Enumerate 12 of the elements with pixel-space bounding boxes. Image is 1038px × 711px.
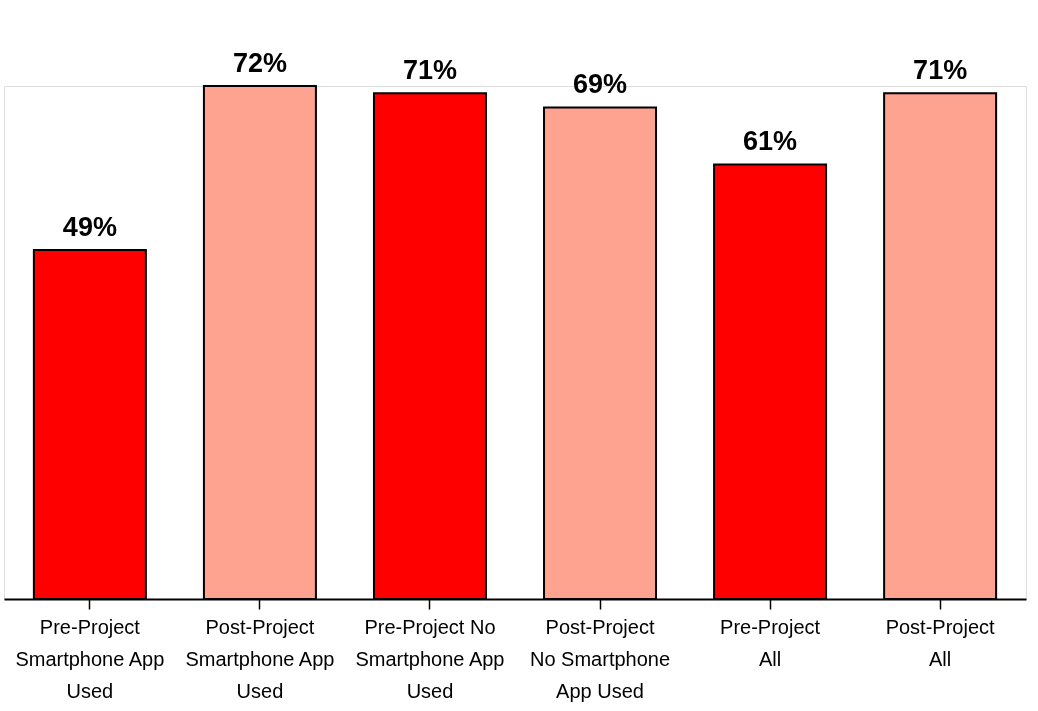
data-label: 71% [402, 55, 457, 86]
data-label: 61% [743, 126, 798, 157]
x-tick-label: Post-Project All [885, 615, 996, 670]
x-tick-label: Post-Project No Smartphone App Used [529, 615, 671, 702]
data-label: 72% [232, 48, 287, 78]
data-label: 71% [913, 55, 968, 86]
x-tick-label: Pre-Project No Smartphone App Used [355, 615, 505, 702]
x-tick-label: Post-Project Smartphone App Used [185, 615, 335, 702]
data-label: 49% [62, 211, 117, 242]
x-tick-label: Pre-Project All [720, 615, 821, 670]
data-label: 69% [573, 69, 628, 100]
x-tick-label: Pre-Project Smartphone App Used [15, 615, 165, 702]
